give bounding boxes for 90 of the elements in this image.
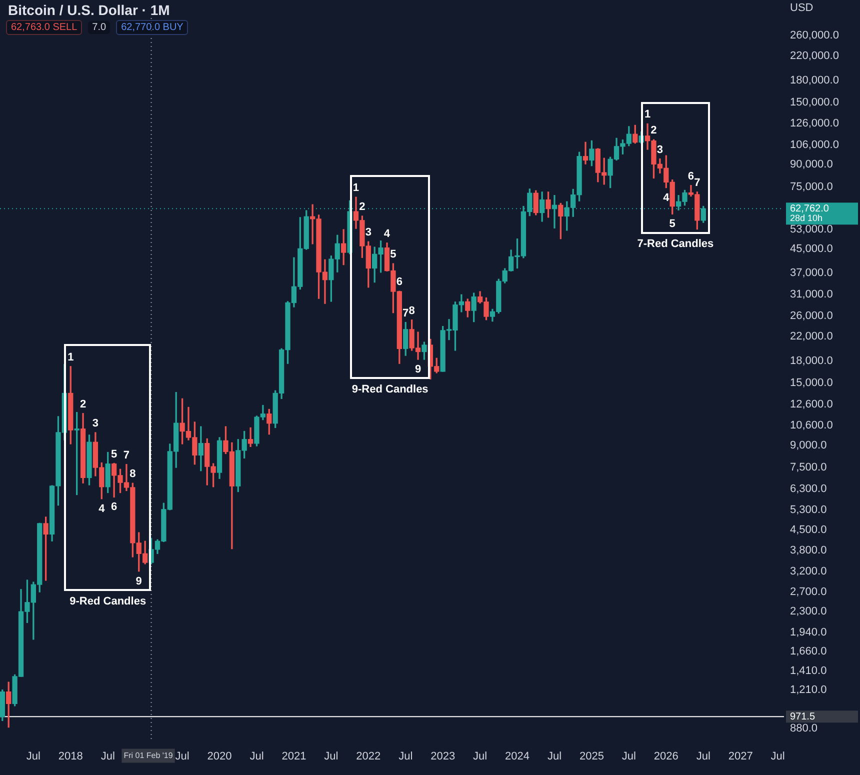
- annotation: 1: [644, 108, 651, 121]
- y-tick-label: 18,000.0: [790, 354, 833, 367]
- y-tick-label: 2,700.0: [790, 586, 827, 598]
- annotation: 7-Red Candles: [637, 238, 714, 250]
- y-tick-label: 26,000.0: [790, 310, 833, 322]
- y-tick-label: 106,000.0: [790, 138, 839, 151]
- x-tick-label: 2020: [207, 750, 232, 762]
- y-tick-label: 180,000.0: [790, 74, 839, 86]
- annotation: 8: [408, 304, 415, 317]
- annotation: 7: [402, 307, 409, 320]
- x-tick-label: Jul: [175, 750, 190, 762]
- annotation: 2: [359, 201, 366, 213]
- x-tick-label: 2026: [654, 750, 678, 762]
- y-tick-label: 2,300.0: [790, 606, 827, 618]
- annotation: 2: [80, 398, 86, 410]
- ref-line-label: 62,762.0 28d 10h: [790, 203, 830, 224]
- y-tick-label: 4,500.0: [790, 524, 827, 536]
- x-tick-label: Jul: [250, 750, 264, 762]
- y-tick-label: 31,000.0: [790, 288, 833, 301]
- x-tick-label: 2022: [356, 750, 381, 762]
- y-tick-label: 1,210.0: [790, 684, 827, 696]
- annotation: 7.0: [88, 21, 110, 34]
- x-tick-label: 2027: [728, 750, 753, 762]
- annotation: 4: [98, 502, 106, 515]
- y-tick-label: 6,300.0: [790, 482, 827, 495]
- y-tick-label: 3,200.0: [790, 565, 827, 578]
- annotation: 3: [365, 226, 372, 239]
- x-tick-label: Jul: [622, 750, 636, 762]
- y-tick-label: 5,300.0: [790, 504, 827, 516]
- x-tick-label: 2021: [282, 750, 306, 762]
- y-tick-label: 53,000.0: [790, 223, 833, 236]
- candlestick: [582, 142, 588, 164]
- y-tick-label: 1,660.0: [790, 645, 827, 658]
- annotation: 62,770.0 BUY: [116, 20, 188, 35]
- annotation: 1: [352, 182, 360, 194]
- annotation: 7: [123, 449, 130, 462]
- annotation: 62,763.0 SELL: [6, 20, 82, 35]
- x-tick-label: Jul: [26, 750, 40, 762]
- y-tick-label: 75,000.0: [790, 180, 833, 193]
- y-tick-label: 220,000.0: [790, 50, 839, 62]
- annotation: 3: [92, 418, 99, 430]
- x-tick-label: Jul: [324, 750, 338, 762]
- x-tick-label: 2025: [579, 750, 604, 762]
- ref-line-label: Fri 01 Feb '19: [124, 751, 174, 760]
- x-tick-label: Jul: [398, 750, 413, 762]
- x-tick-label: Jul: [770, 750, 785, 762]
- y-tick-label: 90,000.0: [790, 158, 833, 171]
- x-tick-label: Jul: [100, 750, 115, 762]
- x-tick-label: 2018: [58, 750, 83, 762]
- annotation: 5: [390, 248, 396, 261]
- annotation: 7: [694, 176, 700, 189]
- annotation: 5: [110, 448, 118, 460]
- y-tick-label: 15,000.0: [790, 377, 833, 390]
- chart-title: Bitcoin / U.S. Dollar · 1M: [8, 2, 170, 18]
- x-tick-label: 2024: [505, 750, 530, 762]
- annotation: 9-Red Candles: [352, 384, 428, 396]
- y-tick-label: 126,000.0: [790, 118, 839, 130]
- y-tick-label: 150,000.0: [790, 96, 839, 108]
- annotation: 1: [68, 351, 74, 364]
- y-tick-label: 9,000.0: [790, 439, 827, 452]
- y-tick-label: 880.0: [790, 722, 818, 735]
- annotation: 6: [396, 276, 402, 288]
- annotation: 4: [663, 192, 670, 204]
- annotation: 6: [110, 501, 118, 514]
- x-tick-label: Jul: [696, 750, 710, 762]
- y-tick-label: 37,000.0: [790, 267, 833, 280]
- y-axis-title: USD: [790, 2, 814, 14]
- annotation: 8: [130, 468, 136, 480]
- candlestick: [552, 195, 558, 228]
- y-tick-label: 45,000.0: [790, 243, 833, 256]
- x-tick-label: Jul: [547, 750, 562, 762]
- annotation: 6: [688, 170, 694, 182]
- x-tick-label: Jul: [473, 750, 488, 762]
- annotation: 9-Red Candles: [70, 595, 146, 608]
- y-tick-label: 12,600.0: [790, 398, 833, 410]
- y-tick-label: 7,500.0: [790, 462, 827, 474]
- annotation: 4: [384, 228, 391, 240]
- y-tick-label: 3,800.0: [790, 544, 827, 556]
- annotation: 2: [650, 124, 657, 137]
- annotation: 9: [136, 575, 142, 588]
- y-tick-label: 22,000.0: [790, 330, 833, 342]
- y-tick-label: 10,600.0: [790, 419, 833, 432]
- annotation: 9: [414, 364, 422, 376]
- ref-line-label: 971.5: [790, 711, 816, 722]
- x-tick-label: 2023: [430, 750, 456, 762]
- annotation: 3: [656, 144, 663, 156]
- y-tick-label: 1,940.0: [790, 626, 827, 638]
- y-tick-label: 260,000.0: [790, 29, 839, 42]
- annotation: 5: [669, 218, 676, 230]
- y-tick-label: 1,410.0: [790, 665, 827, 678]
